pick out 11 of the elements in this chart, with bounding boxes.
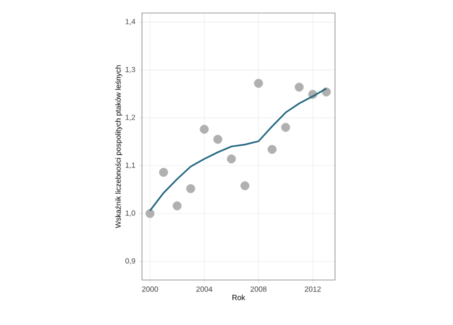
point bbox=[294, 82, 304, 92]
point bbox=[200, 124, 209, 134]
point bbox=[186, 184, 196, 194]
point bbox=[226, 154, 236, 164]
point bbox=[159, 168, 168, 177]
point bbox=[281, 122, 290, 132]
point bbox=[254, 78, 263, 88]
point bbox=[213, 134, 222, 144]
point bbox=[268, 144, 277, 154]
point bbox=[172, 201, 182, 210]
point bbox=[240, 181, 250, 190]
